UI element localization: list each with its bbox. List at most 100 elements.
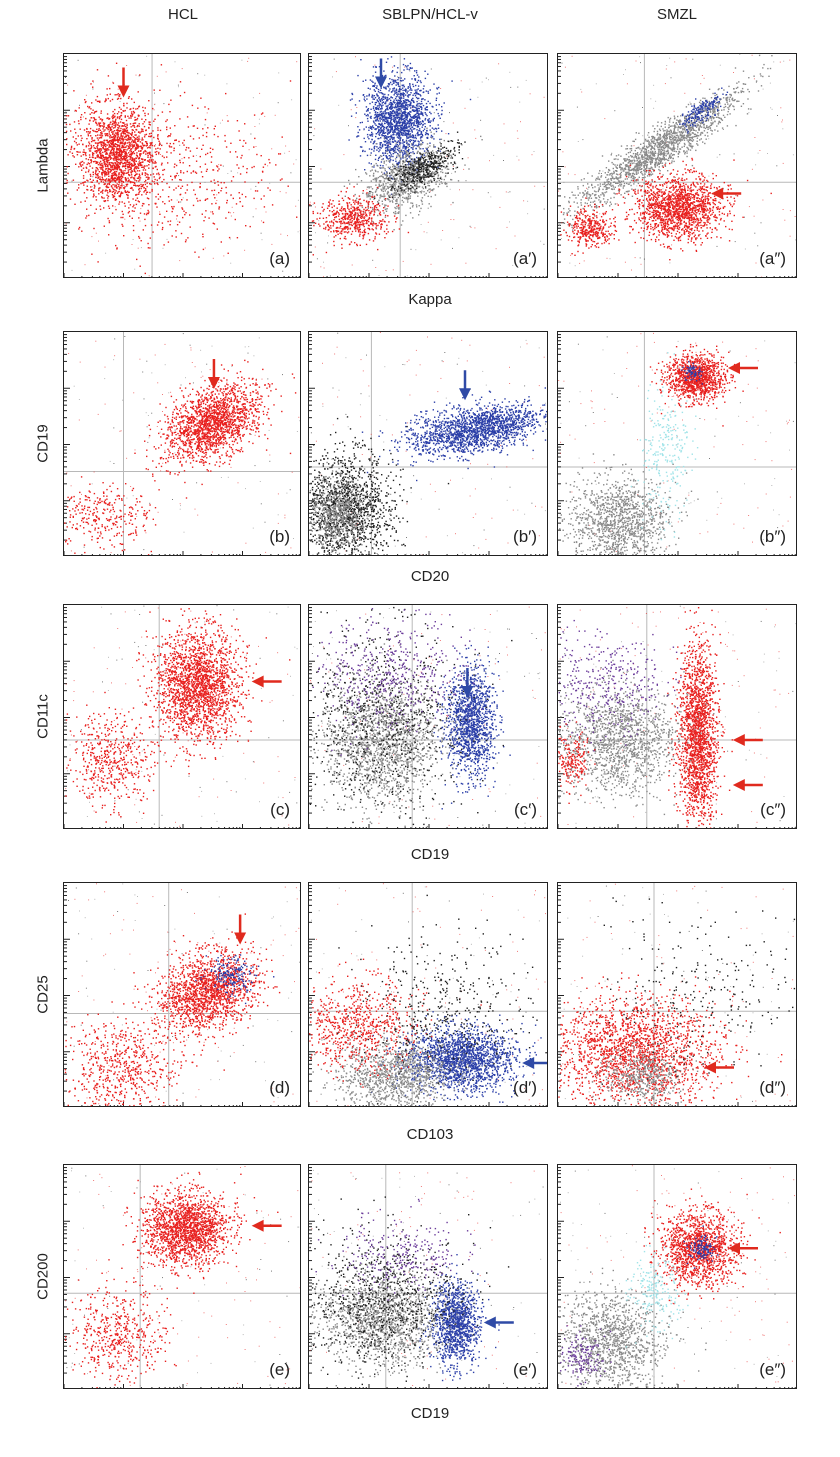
panel-label: (b′) [513, 527, 537, 547]
scatter-plot [558, 605, 796, 828]
axis-ticks [558, 1167, 796, 1388]
event-cluster-gray [310, 641, 478, 828]
x-axis-label: CD20 [330, 568, 530, 585]
background-events [559, 605, 796, 828]
background-events [558, 54, 796, 277]
arrow-icon [732, 734, 763, 746]
scatter-plot [64, 883, 300, 1106]
event-cluster-blue [683, 1225, 719, 1269]
background-events [66, 333, 300, 554]
panel-label: (e′) [513, 1360, 537, 1380]
event-cluster-red [309, 958, 482, 1088]
event-cluster-black [309, 606, 513, 826]
event-cluster-red [65, 691, 190, 823]
axis-ticks [309, 334, 547, 555]
event-cluster-blue [195, 954, 275, 1005]
scatter-plot [558, 1165, 796, 1388]
scatter-panel: (b″) [557, 331, 797, 556]
event-cluster-black [337, 894, 547, 1105]
event-cluster-gray [558, 1267, 707, 1388]
event-cluster-cyan [625, 1238, 689, 1348]
scatter-plot [309, 332, 547, 555]
scatter-panel: (c′) [308, 604, 548, 829]
scatter-plot [64, 605, 300, 828]
event-cluster-red [65, 69, 178, 236]
arrow-icon [483, 1316, 514, 1329]
scatter-plot [309, 605, 547, 828]
panel-label: (d′) [513, 1078, 537, 1098]
scatter-plot [64, 1165, 300, 1388]
background-events [66, 883, 300, 1106]
background-events [64, 1166, 300, 1387]
event-cluster-purple [558, 619, 682, 752]
axis-ticks [309, 1167, 547, 1388]
panel-label: (d″) [759, 1078, 786, 1098]
event-cluster-purple [560, 1325, 612, 1387]
scatter-panel: (c″) [557, 604, 797, 829]
axis-ticks [309, 56, 547, 277]
arrow-icon [251, 675, 282, 688]
arrow-icon [728, 1242, 758, 1255]
event-cluster-black [309, 1196, 510, 1386]
arrow-icon [704, 1061, 734, 1074]
event-cluster-gray [578, 1041, 702, 1106]
panel-label: (e) [269, 1360, 290, 1380]
panel-label: (b″) [759, 527, 786, 547]
event-cluster-red [614, 157, 772, 261]
scatter-plot [64, 54, 300, 277]
arrow-icon [522, 1057, 547, 1069]
scatter-panel: (b′) [308, 331, 548, 556]
column-title-sblpn: SBLPN/HCL-v [330, 6, 530, 23]
event-cluster-blue [679, 87, 729, 134]
scatter-plot [309, 54, 547, 277]
background-events [560, 1165, 795, 1384]
axis-ticks [558, 885, 796, 1106]
axis-ticks [64, 1167, 300, 1388]
background-events [558, 332, 796, 553]
axis-ticks [64, 885, 300, 1106]
scatter-plot [558, 883, 796, 1106]
x-axis-label: CD19 [330, 846, 530, 863]
arrow-icon [459, 370, 471, 401]
event-cluster-gray [343, 127, 483, 231]
event-cluster-purple [315, 1198, 476, 1301]
arrow-icon [375, 58, 387, 89]
event-cluster-red [66, 62, 298, 275]
scatter-panel: (a″) [557, 53, 797, 278]
background-events [309, 1169, 544, 1388]
panel-label: (a″) [759, 249, 786, 269]
arrow-icon [234, 914, 247, 945]
x-axis-label: CD103 [330, 1126, 530, 1143]
event-cluster-gray [558, 54, 773, 233]
event-cluster-red [558, 972, 783, 1106]
scatter-panel: (a′) [308, 53, 548, 278]
event-cluster-blue [681, 361, 703, 385]
column-title-smzl: SMZL [577, 6, 777, 23]
y-axis-label: Lambda [35, 105, 52, 225]
event-cluster-black [309, 416, 450, 555]
event-cluster-black [579, 897, 796, 1096]
event-cluster-black [369, 131, 466, 204]
arrow-icon [251, 1219, 282, 1232]
scatter-panel: (b) [63, 331, 301, 556]
arrow-icon [732, 779, 763, 791]
event-cluster-red [64, 1259, 177, 1388]
event-cluster-red [132, 608, 291, 775]
axis-ticks [558, 56, 796, 277]
event-cluster-purple [312, 608, 483, 756]
event-cluster-red [122, 1171, 279, 1294]
scatter-plot [558, 54, 796, 277]
column-title-hcl: HCL [83, 6, 283, 23]
panel-label: (a) [269, 249, 290, 269]
arrow-icon [711, 187, 742, 200]
scatter-panel: (a) [63, 53, 301, 278]
event-cluster-red [558, 721, 596, 804]
event-cluster-red [560, 197, 620, 256]
scatter-panel: (d) [63, 882, 301, 1107]
scatter-panel: (e′) [308, 1164, 548, 1389]
scatter-plot [558, 332, 796, 555]
event-cluster-gray [559, 453, 699, 555]
scatter-panel: (c) [63, 604, 301, 829]
event-cluster-cyan [630, 352, 699, 541]
event-cluster-red [649, 343, 744, 427]
